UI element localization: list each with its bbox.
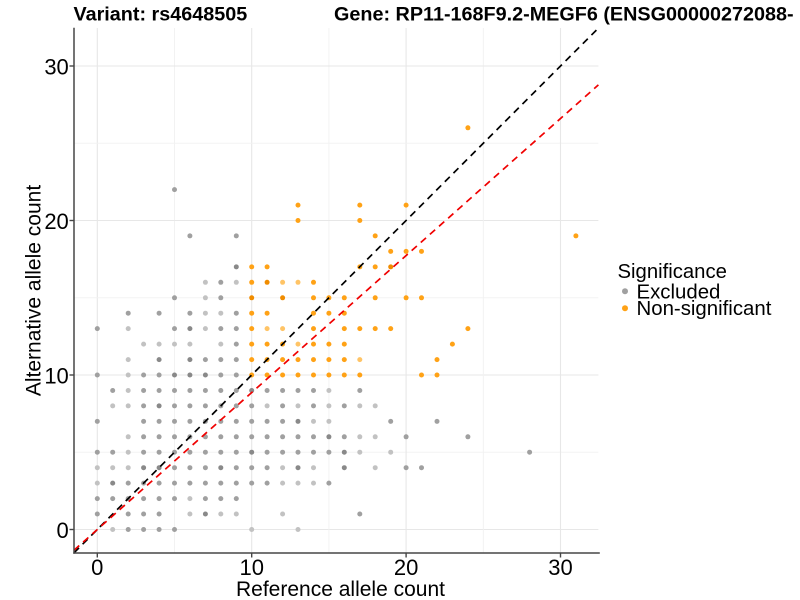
svg-text:Non-significant: Non-significant: [637, 298, 772, 320]
svg-text:10: 10: [239, 555, 263, 580]
svg-text:Excluded: Excluded: [637, 282, 721, 304]
svg-text:30: 30: [44, 54, 68, 79]
svg-text:Significance: Significance: [618, 261, 727, 283]
svg-text:20: 20: [394, 555, 418, 580]
svg-text:Reference allele count: Reference allele count: [236, 578, 445, 600]
svg-text:Alternative allele count: Alternative allele count: [23, 185, 46, 396]
svg-text:30: 30: [548, 555, 572, 580]
svg-text:0: 0: [57, 518, 69, 543]
svg-text:Gene: RP11-168F9.2-MEGF6 (ENSG: Gene: RP11-168F9.2-MEGF6 (ENSG0000027208…: [334, 4, 794, 26]
svg-text:20: 20: [44, 209, 68, 234]
svg-text:Variant: rs4648505: Variant: rs4648505: [74, 4, 248, 26]
svg-text:10: 10: [44, 363, 68, 388]
svg-text:0: 0: [91, 555, 103, 580]
